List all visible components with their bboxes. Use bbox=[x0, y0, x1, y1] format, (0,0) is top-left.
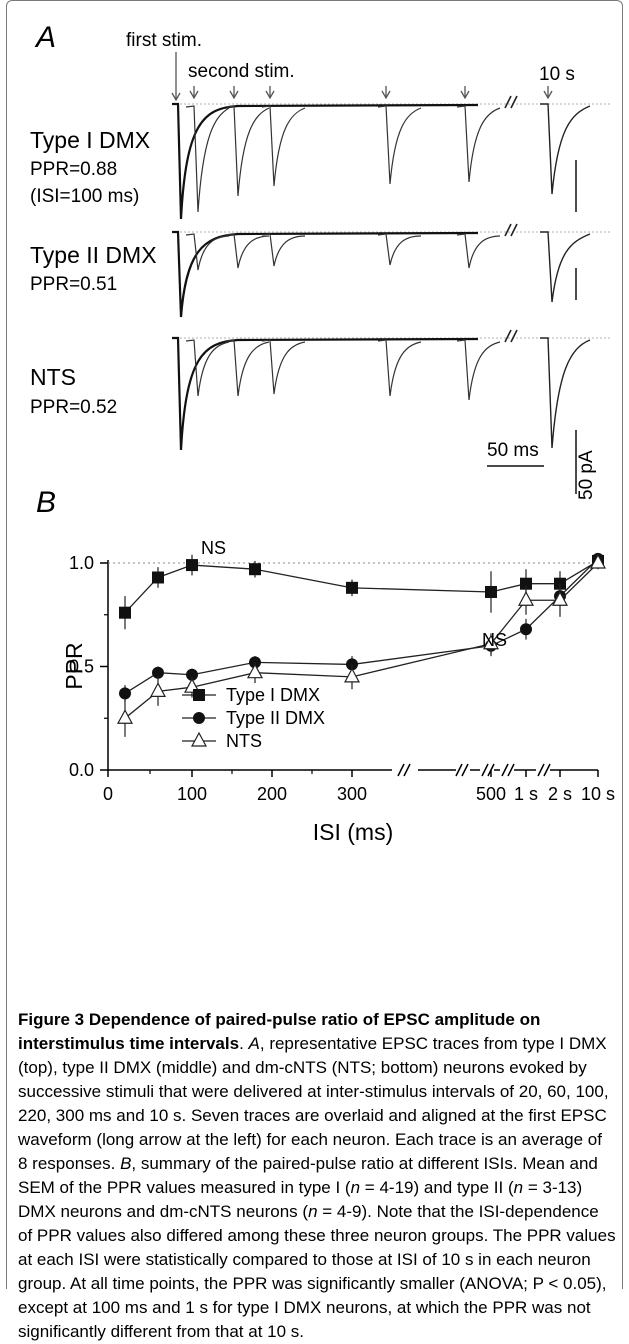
row1-ppr: PPR=0.88 bbox=[30, 159, 117, 180]
second-stim-arrow-head bbox=[543, 90, 553, 100]
first-stim-label: first stim. bbox=[126, 30, 202, 51]
figure-graphic: A first stim. second stim. 10 s Type I D… bbox=[30, 21, 615, 845]
x-tick-label: 2 s bbox=[548, 784, 572, 804]
data-point-triangle bbox=[246, 663, 264, 679]
trace-10s-epsc bbox=[540, 337, 591, 449]
x-tick-label: 500 bbox=[476, 784, 506, 804]
x-axis-break-mark bbox=[397, 763, 411, 777]
figure-caption: Figure 3 Dependence of paired-pulse rati… bbox=[18, 1010, 616, 1341]
row1-name: Type I DMX bbox=[30, 127, 150, 153]
data-point-square bbox=[119, 606, 131, 619]
data-point-circle bbox=[152, 666, 164, 679]
trace-second-epsc bbox=[456, 233, 501, 269]
trace-10s-epsc bbox=[540, 103, 591, 195]
trace-second-epsc bbox=[225, 233, 270, 269]
trace-second-epsc bbox=[456, 105, 501, 183]
row3-name: NTS bbox=[30, 364, 76, 390]
ten-s-label: 10 s bbox=[539, 64, 575, 85]
x-tick-label: 1 s bbox=[514, 784, 538, 804]
x-axis-break-mark bbox=[455, 763, 469, 777]
data-point-triangle bbox=[517, 590, 535, 606]
data-point-circle bbox=[119, 687, 131, 700]
row3-ppr: PPR=0.52 bbox=[30, 397, 117, 418]
second-stim-arrow-head bbox=[265, 90, 275, 100]
second-stim-arrow-head bbox=[189, 90, 199, 100]
data-point-square bbox=[152, 571, 164, 584]
legend-label: Type II DMX bbox=[226, 708, 325, 728]
trace-second-epsc bbox=[261, 233, 306, 267]
trace-second-epsc bbox=[225, 339, 270, 397]
x-tick-label: 10 s bbox=[581, 784, 615, 804]
trace-second-epsc bbox=[377, 339, 422, 397]
trace-10s-epsc bbox=[540, 231, 591, 303]
y-axis-label: PPR bbox=[61, 642, 87, 689]
scale-ms-label: 50 ms bbox=[487, 440, 539, 461]
legend-marker-circle bbox=[193, 712, 205, 724]
legend-label: NTS bbox=[226, 731, 262, 751]
trace-second-epsc bbox=[261, 339, 306, 395]
x-axis-label: ISI (ms) bbox=[313, 819, 394, 845]
trace-second-epsc bbox=[377, 105, 422, 185]
data-point-triangle bbox=[551, 590, 569, 606]
legend-marker-triangle bbox=[190, 731, 208, 747]
caption-title: Figure 3 Dependence of paired-pulse rati… bbox=[18, 1010, 541, 1053]
panel-b-chart: 0.0 0.5 1.0 0 100 200 300 500 1 s 2 s 10 s ISI (ms)… bbox=[61, 538, 615, 845]
trace-second-epsc bbox=[185, 105, 230, 213]
data-point-triangle bbox=[116, 708, 134, 724]
second-stim-label: second stim. bbox=[188, 61, 295, 82]
data-point-square bbox=[346, 581, 358, 594]
axis-break-mark bbox=[504, 95, 518, 109]
row2-ppr: PPR=0.51 bbox=[30, 274, 117, 295]
trace-second-epsc bbox=[185, 233, 230, 271]
panel-a-label: A bbox=[34, 21, 56, 54]
x-axis-break-mark bbox=[481, 763, 495, 777]
panel-a-traces bbox=[171, 52, 610, 494]
first-stim-arrow-head bbox=[171, 92, 181, 102]
trace-second-epsc bbox=[185, 339, 230, 397]
second-stim-arrow-head bbox=[381, 90, 391, 100]
y-tick-label: 0.5 bbox=[69, 657, 94, 677]
trace-first-epsc bbox=[172, 230, 479, 318]
x-axis-break-mark bbox=[501, 763, 515, 777]
x-tick-label: 100 bbox=[177, 784, 207, 804]
data-point-triangle bbox=[589, 553, 607, 569]
x-axis-break-mark bbox=[537, 763, 551, 777]
ns-annotation: NS bbox=[482, 630, 507, 650]
trace-first-epsc bbox=[172, 336, 479, 451]
data-point-square bbox=[186, 559, 198, 572]
legend-label: Type I DMX bbox=[226, 685, 320, 705]
axis-break-mark bbox=[504, 223, 518, 237]
data-point-square bbox=[249, 563, 261, 576]
data-point-triangle bbox=[149, 682, 167, 697]
panel-b-label: B bbox=[36, 486, 56, 519]
trace-first-epsc bbox=[172, 102, 479, 220]
axis-break-mark bbox=[504, 329, 518, 343]
x-tick-label: 0 bbox=[103, 784, 113, 804]
y-tick-label: 1.0 bbox=[69, 553, 94, 573]
second-stim-arrow-head bbox=[229, 90, 239, 100]
second-stim-arrow-head bbox=[460, 90, 470, 100]
x-tick-label: 300 bbox=[337, 784, 367, 804]
trace-second-epsc bbox=[456, 339, 501, 401]
ns-annotation: NS bbox=[201, 538, 226, 558]
data-point-circle bbox=[520, 623, 532, 636]
y-tick-label: 0.0 bbox=[69, 760, 94, 780]
data-point-triangle bbox=[482, 634, 500, 650]
data-point-triangle bbox=[343, 667, 361, 683]
data-point-triangle bbox=[183, 677, 201, 693]
trace-second-epsc bbox=[261, 105, 306, 187]
figure-frame bbox=[6, 0, 623, 1289]
row1-note: (ISI=100 ms) bbox=[30, 186, 139, 207]
trace-second-epsc bbox=[225, 105, 270, 197]
data-point-square bbox=[520, 577, 532, 590]
x-tick-label: 200 bbox=[257, 784, 287, 804]
legend-marker-square bbox=[193, 689, 205, 701]
trace-second-epsc bbox=[377, 233, 422, 266]
scale-pa-label: 50 pA bbox=[576, 450, 597, 500]
row2-name: Type II DMX bbox=[30, 242, 157, 268]
data-point-square bbox=[485, 585, 497, 598]
data-point-circle bbox=[186, 668, 198, 681]
